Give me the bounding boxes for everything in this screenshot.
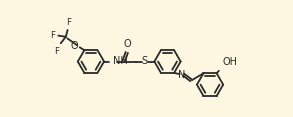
Text: F: F: [66, 18, 71, 27]
Text: O: O: [71, 41, 78, 51]
Text: OH: OH: [223, 57, 238, 67]
Text: N: N: [178, 69, 185, 80]
Text: F: F: [54, 47, 59, 56]
Text: F: F: [50, 31, 55, 40]
Text: O: O: [123, 39, 131, 49]
Text: NH: NH: [113, 56, 128, 66]
Text: S: S: [142, 56, 148, 66]
